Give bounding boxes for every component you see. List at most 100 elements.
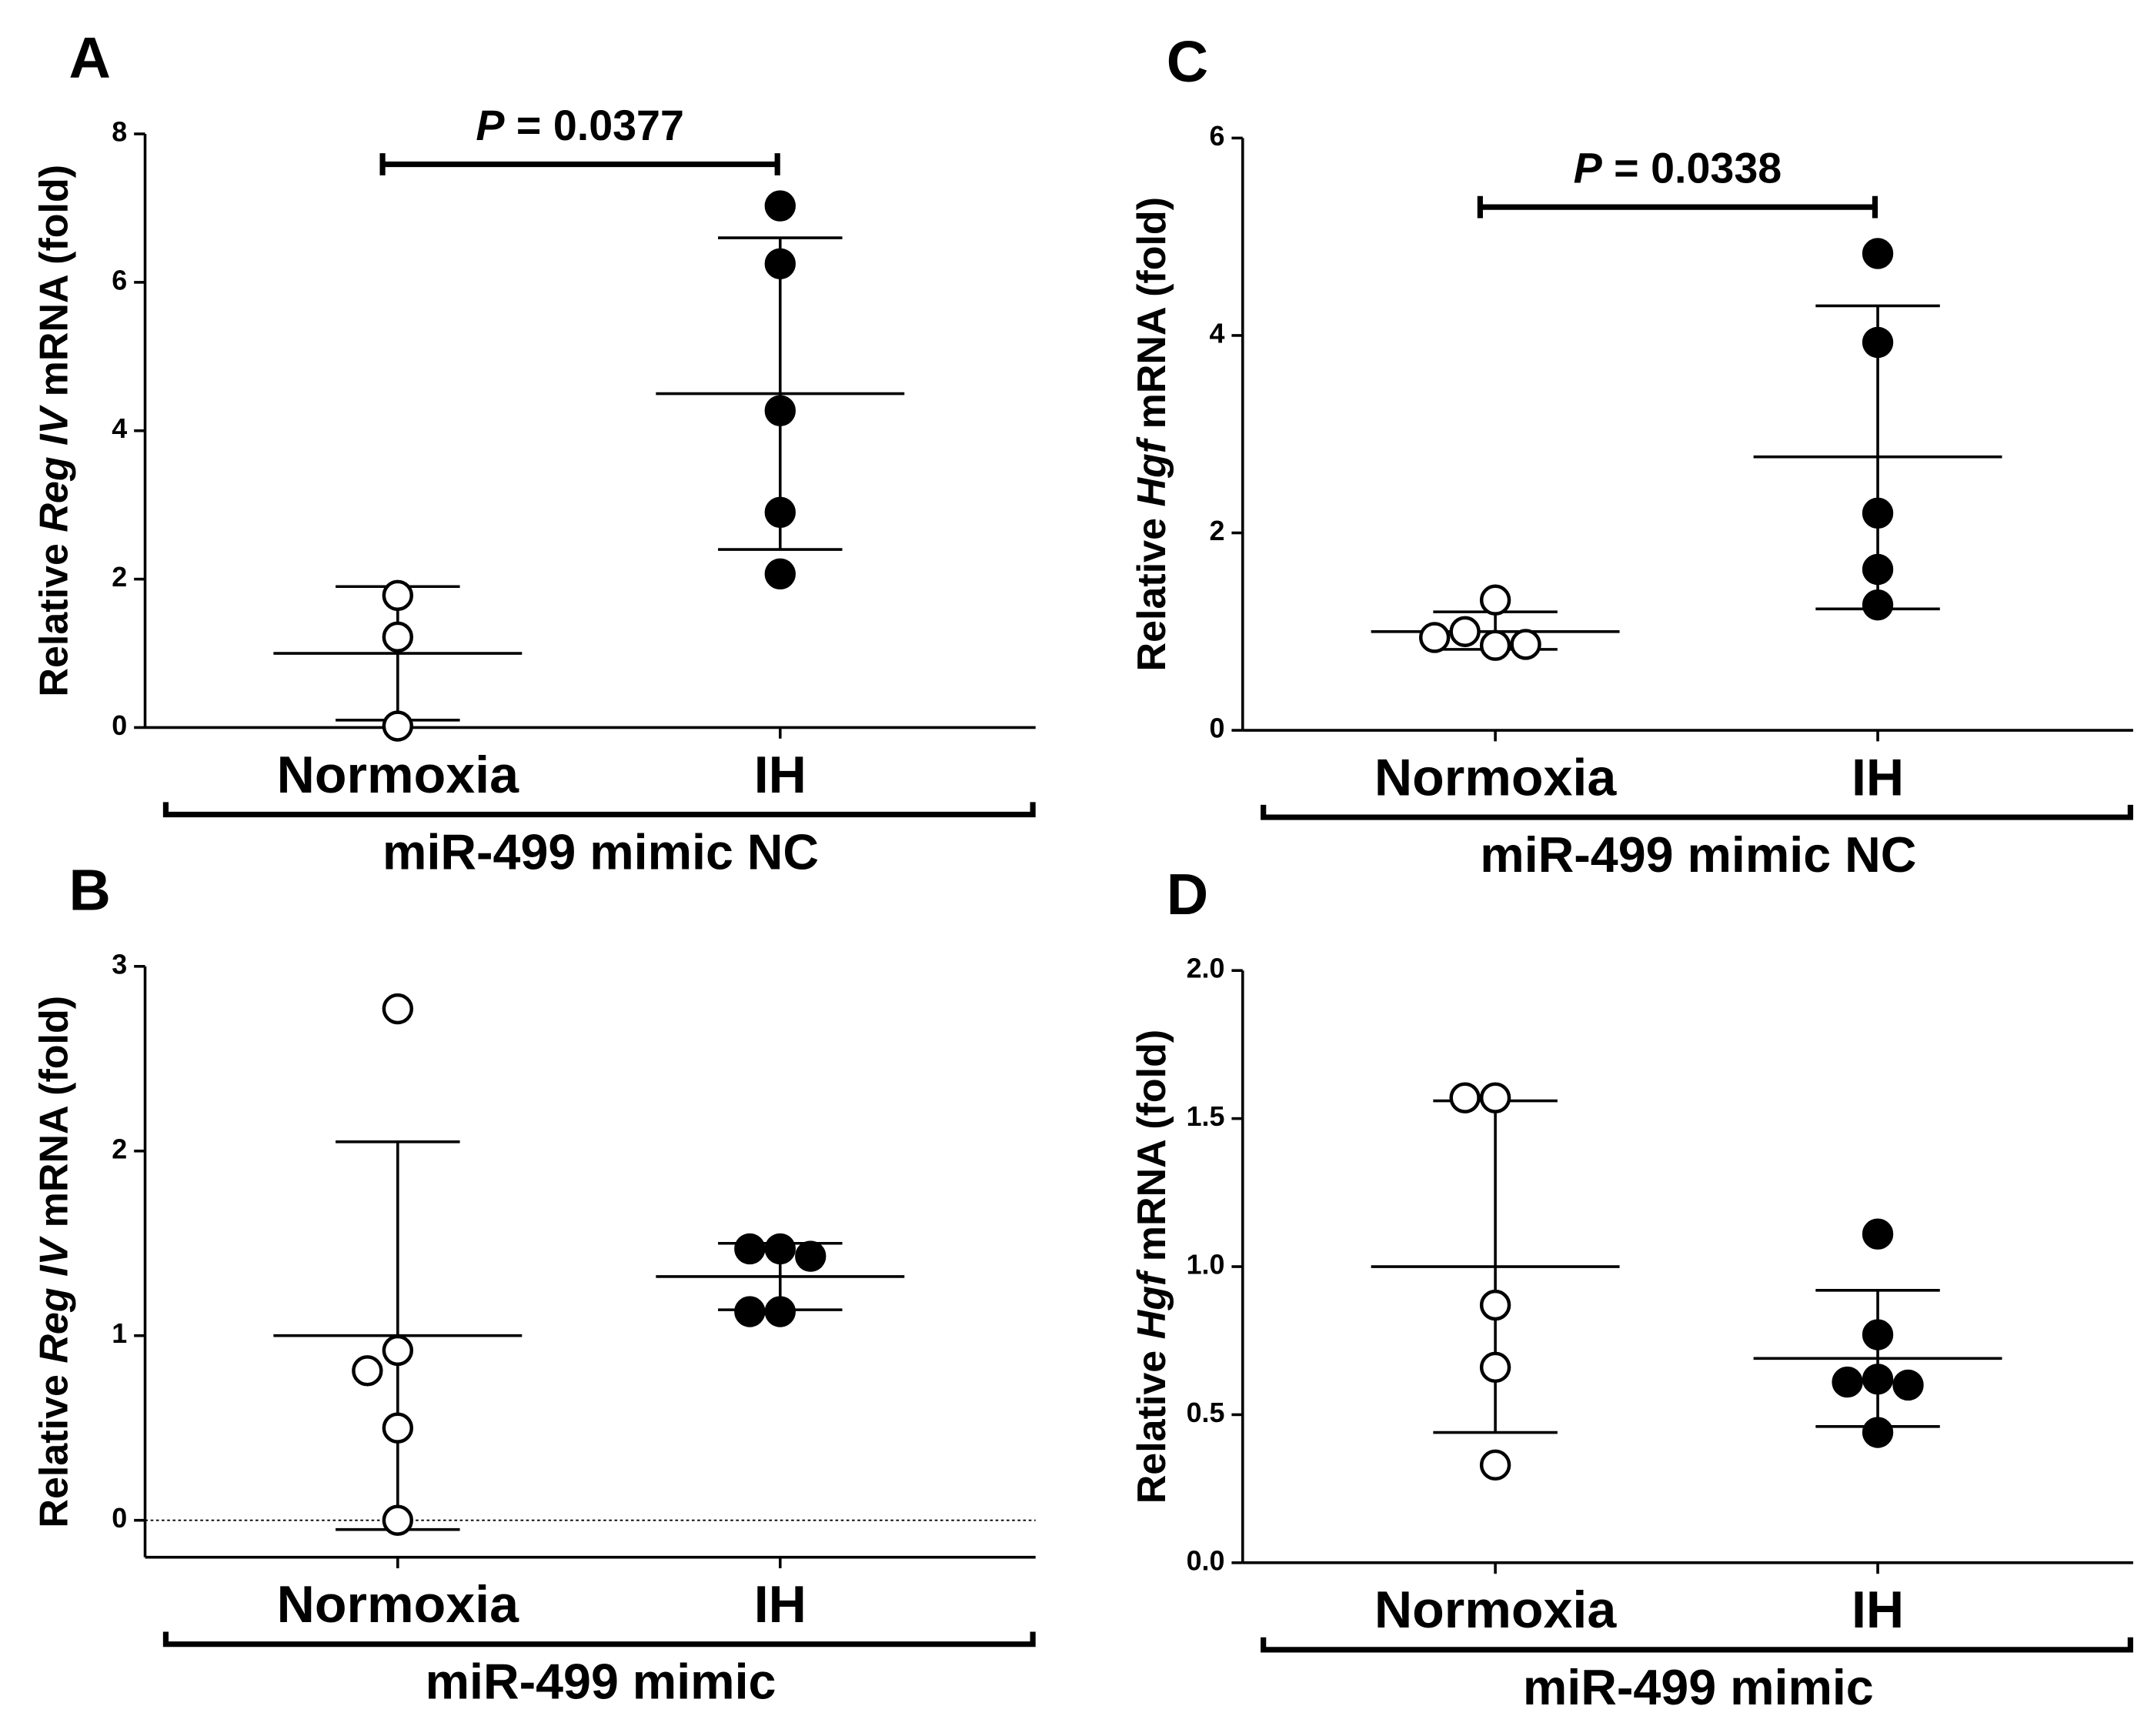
data-point bbox=[1479, 584, 1511, 616]
data-point bbox=[764, 496, 796, 528]
y-tick-label: 3 bbox=[112, 949, 127, 980]
text-part: Relative bbox=[32, 1364, 76, 1528]
data-point bbox=[382, 621, 414, 653]
data-point bbox=[1862, 238, 1894, 269]
panel-label: A bbox=[69, 25, 111, 90]
y-tick-label: 0 bbox=[112, 1503, 127, 1534]
data-point bbox=[382, 710, 414, 742]
data-point bbox=[1418, 622, 1451, 653]
data-point bbox=[1832, 1366, 1863, 1398]
panel-label: C bbox=[1167, 29, 1208, 94]
y-tick-label: 0.0 bbox=[1187, 1545, 1225, 1576]
y-axis-label: Relative Reg IV mRNA (fold) bbox=[32, 996, 76, 1528]
text-part: mRNA (fold) bbox=[1130, 1030, 1174, 1273]
text-part: Relative bbox=[1130, 507, 1174, 672]
y-tick-label: 4 bbox=[112, 413, 127, 444]
data-point bbox=[352, 1355, 383, 1387]
data-point bbox=[764, 190, 796, 222]
data-point bbox=[382, 579, 414, 611]
y-tick-label: 1.0 bbox=[1187, 1250, 1225, 1280]
data-point bbox=[764, 248, 796, 279]
group-bracket bbox=[162, 1631, 1036, 1648]
data-point bbox=[764, 395, 796, 426]
text-part: mRNA (fold) bbox=[32, 996, 76, 1239]
data-point bbox=[1892, 1369, 1924, 1401]
data-point bbox=[795, 1240, 827, 1272]
data-point bbox=[382, 1504, 414, 1536]
text-part: Hgf bbox=[1130, 436, 1174, 506]
text-part: Hgf bbox=[1130, 1269, 1174, 1339]
text-part: = 0.0338 bbox=[1602, 144, 1782, 192]
data-point bbox=[764, 558, 796, 590]
data-point bbox=[1862, 553, 1894, 586]
text-part: mRNA (fold) bbox=[32, 165, 76, 408]
y-tick-label: 0 bbox=[112, 710, 127, 741]
y-tick-label: 6 bbox=[1210, 121, 1225, 152]
panel-label: B bbox=[69, 857, 111, 922]
data-point bbox=[1479, 629, 1511, 661]
group-bracket bbox=[1261, 804, 2133, 820]
data-point bbox=[1862, 1218, 1894, 1250]
group-bracket bbox=[1261, 1637, 2133, 1653]
data-point bbox=[1479, 1351, 1511, 1384]
data-point bbox=[764, 1233, 796, 1265]
data-point bbox=[382, 1334, 414, 1367]
y-axis-label: Relative Reg IV mRNA (fold) bbox=[32, 165, 76, 697]
data-point bbox=[1479, 1082, 1511, 1113]
data-point bbox=[734, 1296, 766, 1327]
panel-label: D bbox=[1167, 862, 1208, 926]
group-bracket bbox=[162, 802, 1036, 818]
data-point bbox=[1862, 1319, 1894, 1350]
x-tick-label: Normoxia bbox=[277, 746, 519, 804]
text-part: P bbox=[476, 102, 505, 149]
data-point bbox=[1479, 1449, 1511, 1481]
x-tick-label: Normoxia bbox=[1374, 748, 1617, 806]
y-tick-label: 0.5 bbox=[1187, 1397, 1225, 1428]
x-tick-label: IH bbox=[754, 746, 806, 804]
y-tick-label: 6 bbox=[112, 265, 127, 295]
y-tick-label: 1 bbox=[112, 1318, 127, 1349]
y-tick-label: 2 bbox=[112, 1133, 127, 1164]
y-tick-label: 1.5 bbox=[1187, 1101, 1225, 1132]
text-part: Reg IV bbox=[32, 404, 76, 532]
text-part: Reg IV bbox=[32, 1235, 76, 1363]
group-label: miR-499 mimic bbox=[426, 1654, 776, 1710]
y-axis-label: Relative Hgf mRNA (fold) bbox=[1130, 1030, 1174, 1504]
text-part: mRNA (fold) bbox=[1130, 197, 1174, 440]
x-tick-label: IH bbox=[754, 1575, 806, 1634]
data-point bbox=[1862, 326, 1894, 359]
y-tick-label: 4 bbox=[1210, 318, 1225, 349]
group-label: miR-499 mimic NC bbox=[1480, 827, 1916, 883]
text-part: P bbox=[1574, 144, 1603, 192]
y-tick-label: 0 bbox=[1210, 713, 1225, 744]
data-point bbox=[1862, 497, 1894, 529]
y-tick-label: 2 bbox=[1210, 516, 1225, 546]
significance-bar bbox=[1477, 195, 1878, 219]
data-point bbox=[382, 993, 414, 1025]
significance-bar bbox=[379, 153, 780, 175]
data-point bbox=[1479, 1289, 1511, 1321]
data-point bbox=[1449, 616, 1481, 647]
data-point bbox=[1449, 1082, 1481, 1113]
y-tick-label: 8 bbox=[112, 117, 127, 148]
text-part: Relative bbox=[1130, 1339, 1174, 1504]
p-value: P = 0.0377 bbox=[476, 102, 684, 149]
y-tick-label: 2 bbox=[112, 562, 127, 593]
data-point bbox=[734, 1233, 766, 1265]
text-part: Relative bbox=[32, 532, 76, 697]
x-tick-label: Normoxia bbox=[1374, 1581, 1617, 1639]
y-axis-label: Relative Hgf mRNA (fold) bbox=[1130, 197, 1174, 672]
data-point bbox=[764, 1296, 796, 1327]
group-label: miR-499 mimic NC bbox=[382, 824, 819, 880]
data-point bbox=[1862, 1417, 1894, 1448]
x-tick-label: IH bbox=[1852, 748, 1904, 806]
p-value: P = 0.0338 bbox=[1574, 144, 1782, 192]
x-tick-label: IH bbox=[1852, 1581, 1904, 1639]
data-point bbox=[1862, 589, 1894, 621]
x-tick-label: Normoxia bbox=[277, 1575, 519, 1634]
data-point bbox=[1510, 629, 1541, 660]
text-part: = 0.0377 bbox=[504, 102, 683, 149]
data-point bbox=[382, 1412, 414, 1444]
